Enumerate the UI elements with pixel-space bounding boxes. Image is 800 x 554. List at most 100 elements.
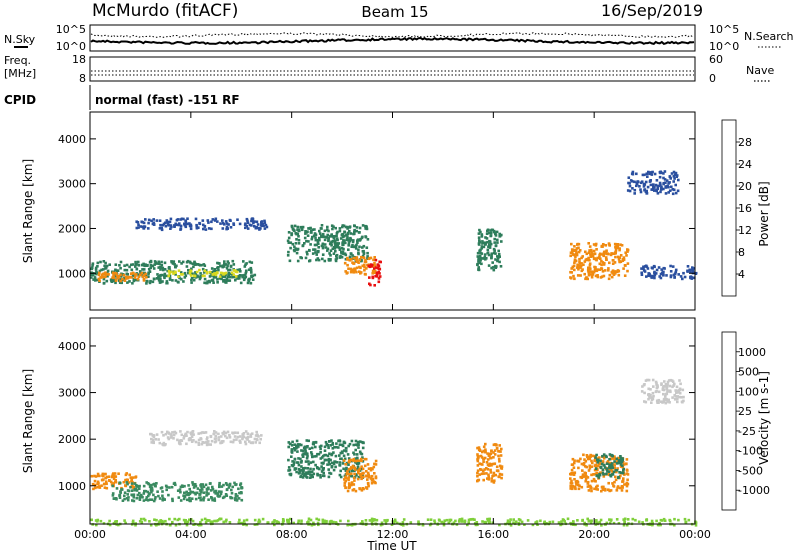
- echo-pixel: [172, 272, 175, 275]
- echo-pixel: [358, 472, 362, 476]
- echo-pixel: [490, 254, 493, 258]
- echo-pixel: [358, 265, 361, 269]
- echo-pixel: [489, 234, 493, 237]
- echo-region: [640, 378, 685, 405]
- echo-pixel: [131, 274, 135, 278]
- echo-pixel: [694, 524, 698, 527]
- echo-pixel: [594, 242, 598, 246]
- echo-pixel: [667, 182, 670, 185]
- echo-pixel: [147, 267, 151, 271]
- echo-pixel: [318, 467, 321, 471]
- echo-pixel: [99, 519, 103, 523]
- echo-pixel: [366, 251, 369, 255]
- echo-pixel: [593, 252, 597, 256]
- echo-pixel: [293, 249, 296, 253]
- echo-pixel: [618, 256, 622, 259]
- echo-pixel: [145, 282, 148, 285]
- echo-pixel: [627, 181, 630, 185]
- echo-pixel: [356, 441, 360, 444]
- echo-pixel: [92, 278, 95, 281]
- echo-pixel: [333, 446, 336, 449]
- echo-pixel: [93, 483, 97, 487]
- colorbar-tick-label: 12: [738, 224, 752, 237]
- echo-pixel: [190, 435, 194, 439]
- echo-pixel: [493, 449, 497, 452]
- echo-pixel: [126, 281, 129, 284]
- echo-pixel: [218, 517, 222, 521]
- echo-pixel: [569, 521, 572, 525]
- echo-pixel: [303, 474, 306, 477]
- echo-pixel: [656, 385, 659, 389]
- echo-pixel: [102, 268, 105, 271]
- echo-pixel: [573, 478, 576, 481]
- echo-pixel: [246, 281, 250, 285]
- echo-pixel: [360, 259, 363, 262]
- echo-pixel: [458, 518, 462, 521]
- echo-pixel: [570, 463, 574, 466]
- echo-pixel: [689, 269, 692, 272]
- echo-pixel: [356, 459, 359, 462]
- echo-pixel: [331, 247, 335, 250]
- echo-pixel: [190, 278, 193, 282]
- echo-pixel: [214, 269, 218, 273]
- echo-pixel: [165, 281, 168, 285]
- echo-pixel: [322, 474, 326, 478]
- echo-pixel: [111, 271, 115, 275]
- echo-pixel: [640, 271, 643, 275]
- echo-pixel: [497, 449, 500, 453]
- echo-region: [640, 264, 698, 281]
- echo-pixel: [613, 242, 617, 246]
- echo-pixel: [232, 438, 236, 442]
- echo-pixel: [355, 270, 358, 274]
- echo-pixel: [221, 219, 224, 222]
- echo-pixel: [562, 518, 566, 522]
- echo-pixel: [668, 384, 672, 388]
- echo-pixel: [249, 435, 253, 438]
- echo-pixel: [299, 225, 303, 229]
- echo-pixel: [207, 440, 210, 443]
- echo-pixel: [149, 279, 152, 283]
- echo-pixel: [134, 265, 137, 268]
- echo-pixel: [104, 267, 107, 270]
- echo-pixel: [352, 245, 356, 249]
- echo-pixel: [603, 487, 607, 491]
- echo-pixel: [495, 230, 499, 234]
- echo-pixel: [132, 496, 136, 499]
- echo-pixel: [123, 497, 126, 501]
- echo-pixel: [668, 389, 672, 392]
- echo-pixel: [353, 224, 356, 227]
- echo-pixel: [443, 519, 446, 522]
- echo-pixel: [98, 269, 102, 273]
- echo-pixel: [99, 260, 102, 264]
- echo-pixel: [93, 479, 97, 483]
- echo-pixel: [367, 475, 371, 479]
- echo-pixel: [314, 463, 317, 467]
- echo-pixel: [629, 179, 633, 182]
- echo-pixel: [187, 438, 191, 442]
- echo-pixel: [216, 261, 219, 265]
- echo-pixel: [134, 488, 137, 491]
- echo-pixel: [650, 173, 654, 176]
- echo-pixel: [135, 496, 139, 500]
- echo-pixel: [493, 462, 497, 465]
- echo-pixel: [138, 487, 141, 490]
- echo-pixel: [338, 248, 342, 251]
- echo-pixel: [357, 443, 360, 447]
- echo-pixel: [357, 461, 360, 464]
- echo-pixel: [158, 279, 162, 283]
- echo-pixel: [101, 474, 104, 477]
- echo-pixel: [241, 436, 245, 439]
- echo-pixel: [171, 431, 174, 434]
- echo-pixel: [248, 440, 251, 443]
- echo-pixel: [480, 252, 484, 255]
- echo-pixel: [653, 276, 656, 280]
- echo-pixel: [263, 227, 267, 230]
- echo-pixel: [297, 519, 300, 523]
- echo-pixel: [499, 450, 502, 453]
- echo-pixel: [161, 490, 164, 493]
- echo-pixel: [307, 517, 311, 521]
- echo-pixel: [332, 520, 335, 524]
- echo-pixel: [131, 476, 135, 479]
- echo-pixel: [374, 258, 378, 262]
- echo-pixel: [246, 227, 250, 230]
